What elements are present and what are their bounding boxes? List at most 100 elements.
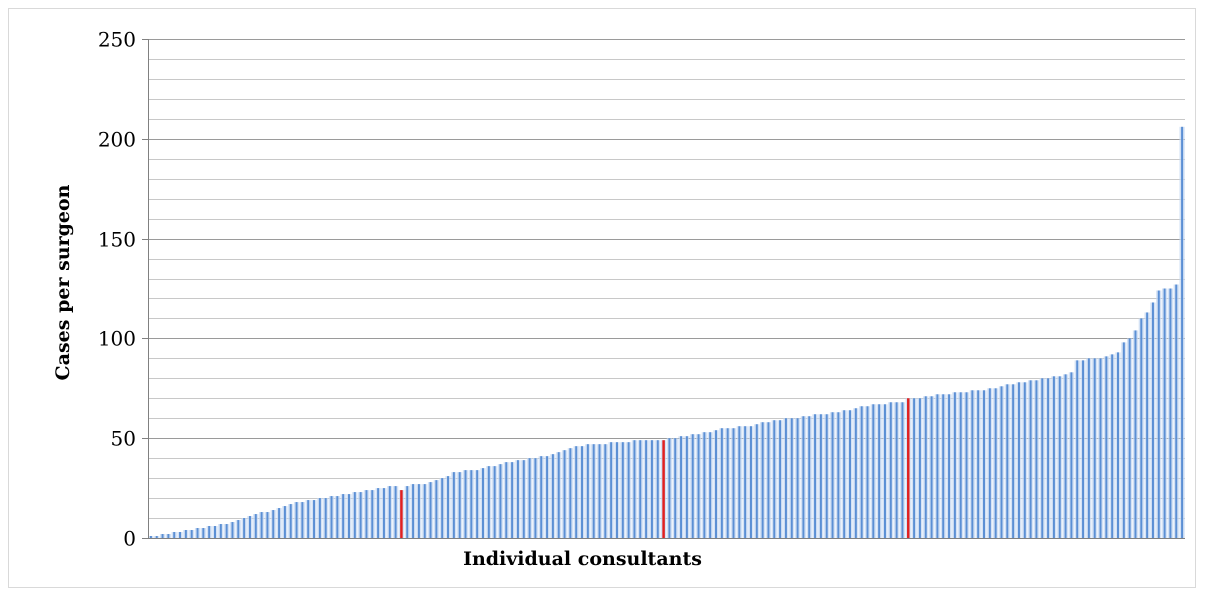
- bar: [656, 440, 659, 538]
- bar: [819, 414, 822, 538]
- bar: [971, 390, 974, 538]
- bar: [470, 470, 473, 538]
- bar: [214, 526, 216, 538]
- bar: [1023, 382, 1026, 538]
- bar: [633, 440, 636, 538]
- x-axis-title: Individual consultants: [463, 548, 702, 570]
- y-tick-label: 250: [98, 28, 136, 52]
- bar: [674, 438, 677, 538]
- bar: [184, 530, 187, 538]
- bar: [1105, 356, 1108, 538]
- highlight-bar: [662, 440, 665, 538]
- bar: [796, 418, 799, 538]
- bar: [790, 418, 793, 538]
- bar: [615, 442, 618, 538]
- bar: [528, 458, 531, 538]
- bar: [289, 504, 292, 538]
- bar: [394, 486, 397, 538]
- bar: [1117, 352, 1119, 538]
- bar: [738, 426, 741, 538]
- bar: [1058, 376, 1061, 538]
- bar: [843, 410, 846, 538]
- y-tick-label: 150: [98, 228, 136, 252]
- bar: [645, 440, 648, 538]
- bar: [825, 414, 828, 538]
- bar: [429, 482, 432, 538]
- bar: [534, 458, 537, 538]
- bar: [179, 532, 182, 538]
- bar: [301, 502, 304, 538]
- bar: [225, 524, 228, 538]
- bar: [342, 494, 345, 538]
- bar: [260, 512, 263, 538]
- bar: [190, 530, 193, 538]
- bar: [551, 454, 554, 538]
- bar: [481, 468, 484, 538]
- bar: [371, 490, 374, 538]
- bar: [295, 502, 298, 538]
- bar: [219, 524, 222, 538]
- y-tick-label: 100: [98, 327, 136, 351]
- bar: [359, 492, 362, 538]
- bar: [406, 486, 409, 538]
- bar: [1151, 302, 1154, 538]
- bar: [1082, 360, 1085, 538]
- y-tick-label: 200: [98, 128, 136, 152]
- bar: [1076, 360, 1079, 538]
- bar: [1134, 330, 1137, 538]
- bar: [895, 402, 898, 538]
- bar: [1146, 312, 1149, 538]
- bar: [1035, 380, 1038, 538]
- tick-labels: 0 50 100 150 200 250: [98, 28, 136, 551]
- bar: [720, 428, 723, 538]
- bar: [1000, 386, 1003, 538]
- bar: [546, 456, 549, 538]
- bar: [458, 472, 461, 538]
- bar: [388, 486, 391, 538]
- bar: [313, 500, 316, 538]
- bar: [1093, 358, 1096, 538]
- bar: [382, 488, 385, 538]
- bar: [715, 430, 718, 538]
- bar: [516, 460, 519, 538]
- bar: [709, 432, 712, 538]
- bar: [761, 422, 764, 538]
- bar: [808, 416, 811, 538]
- bar: [1029, 380, 1032, 538]
- bar: [266, 512, 269, 538]
- bar: [726, 428, 729, 538]
- bar: [965, 392, 968, 538]
- highlight-bar: [400, 490, 403, 538]
- bar: [598, 444, 601, 538]
- chart-frame: 0 50 100 150 200 250 Individual consultants C…: [8, 8, 1196, 588]
- bar: [959, 392, 962, 538]
- bar: [231, 522, 234, 538]
- bar: [476, 470, 479, 538]
- bar: [930, 396, 933, 538]
- bar: [913, 398, 916, 538]
- bar: [208, 526, 211, 538]
- bar-chart: 0 50 100 150 200 250 Individual consultants C…: [52, 28, 1185, 570]
- bar: [161, 534, 164, 538]
- bar: [347, 494, 350, 538]
- axes: [142, 39, 1185, 539]
- bar: [988, 388, 991, 538]
- gridlines: [148, 39, 1185, 539]
- bar: [650, 440, 653, 538]
- bar: [749, 426, 752, 538]
- bar: [697, 434, 700, 538]
- bar: [243, 518, 246, 538]
- bar: [447, 476, 450, 538]
- bar: [784, 418, 787, 538]
- bar: [336, 496, 339, 538]
- bar: [167, 534, 170, 538]
- bar: [452, 472, 455, 538]
- bar: [318, 498, 321, 538]
- bar: [1012, 384, 1015, 538]
- bar: [866, 406, 869, 538]
- bar: [353, 492, 356, 538]
- bar: [878, 404, 881, 538]
- bar: [1006, 384, 1009, 538]
- bar: [814, 414, 817, 538]
- bar: [149, 536, 152, 538]
